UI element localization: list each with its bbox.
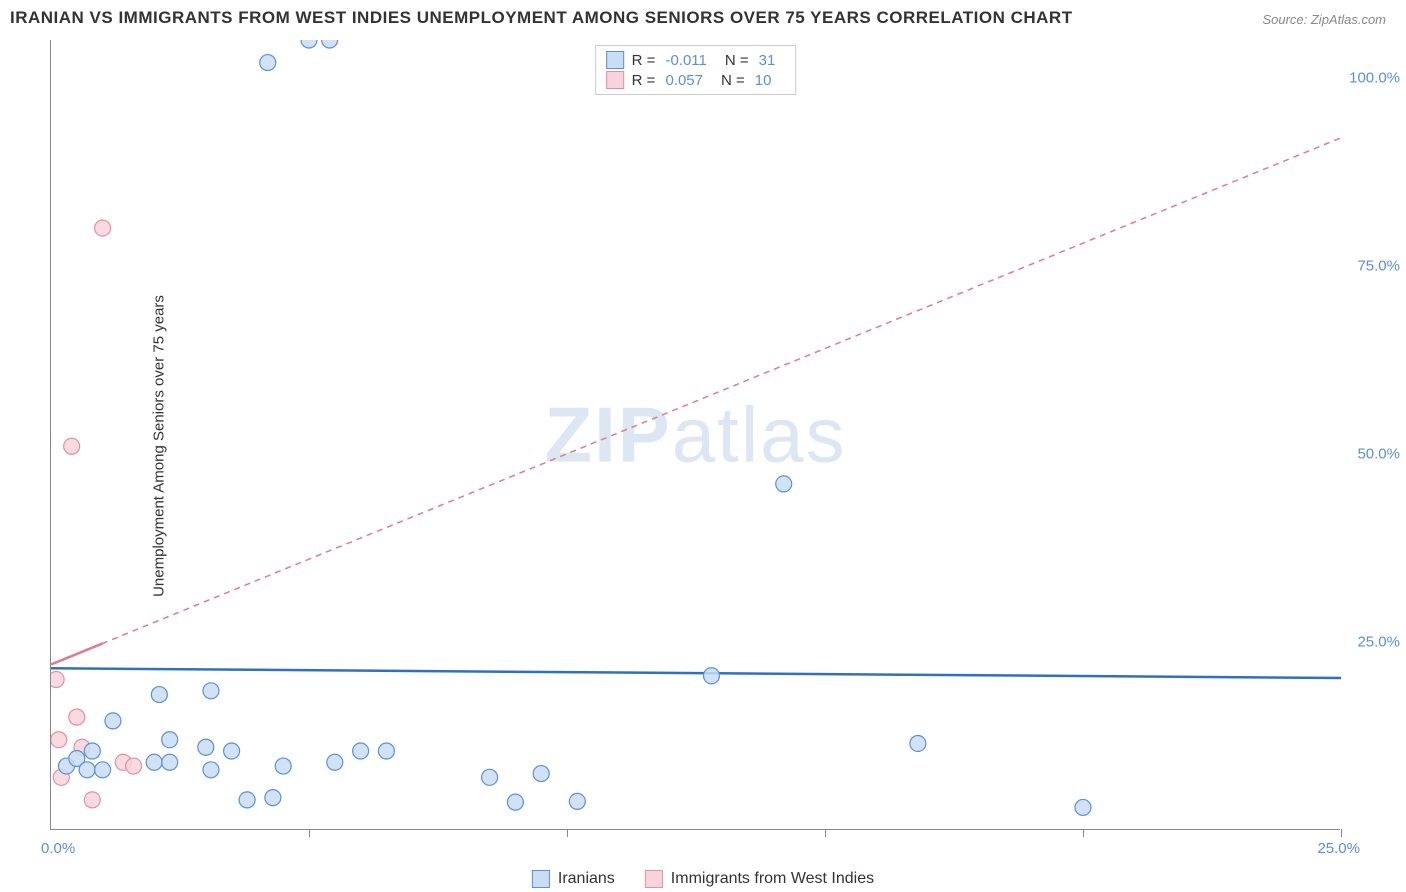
n-value-pink: 10 [755,72,772,89]
stats-row-blue: R = -0.011 N = 31 [606,50,786,70]
chart-container: IRANIAN VS IMMIGRANTS FROM WEST INDIES U… [0,0,1406,892]
legend-item-pink: Immigrants from West Indies [645,870,874,888]
swatch-icon [606,71,624,89]
r-value-blue: -0.011 [665,52,706,69]
swatch-icon [532,870,550,888]
n-label: N = [725,52,749,69]
n-value-blue: 31 [759,52,776,69]
r-value-pink: 0.057 [665,72,703,89]
plot-area: ZIPatlas R = -0.011 N = 31 R = 0.057 N =… [50,40,1340,830]
stats-row-pink: R = 0.057 N = 10 [606,70,786,90]
swatch-icon [645,870,663,888]
legend-label-pink: Immigrants from West Indies [671,870,874,888]
legend-label-blue: Iranians [558,870,615,888]
bottom-legend: Iranians Immigrants from West Indies [532,870,874,888]
x-min-label: 0.0% [41,840,75,857]
chart-title: IRANIAN VS IMMIGRANTS FROM WEST INDIES U… [10,8,1073,28]
legend-item-blue: Iranians [532,870,615,888]
swatch-icon [606,51,624,69]
r-label: R = [632,72,656,89]
chart-svg [51,40,1341,830]
x-max-label: 25.0% [1317,840,1360,857]
r-label: R = [632,52,656,69]
stats-legend-box: R = -0.011 N = 31 R = 0.057 N = 10 [595,45,797,95]
source-attribution: Source: ZipAtlas.com [1262,12,1386,27]
n-label: N = [721,72,745,89]
